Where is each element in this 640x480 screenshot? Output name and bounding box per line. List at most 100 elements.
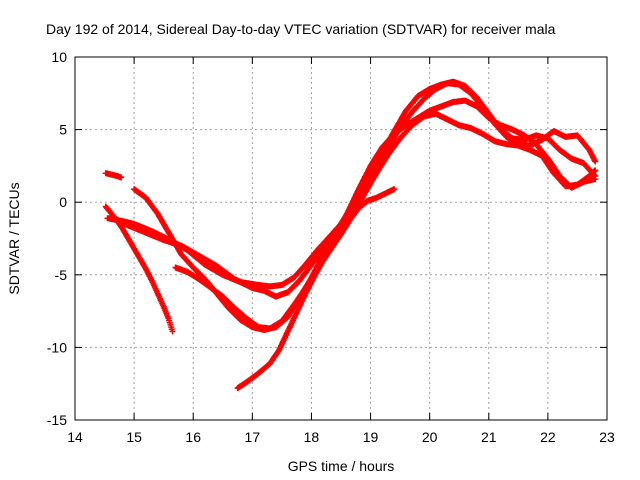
data-point bbox=[171, 330, 174, 333]
data-point bbox=[405, 109, 407, 112]
data-point bbox=[110, 173, 113, 176]
data-point bbox=[139, 258, 141, 260]
data-point bbox=[204, 263, 206, 266]
data-point bbox=[198, 278, 200, 280]
data-point bbox=[334, 233, 336, 235]
data-point bbox=[440, 83, 443, 86]
data-point bbox=[363, 192, 366, 195]
data-point bbox=[145, 197, 147, 199]
data-point bbox=[331, 244, 333, 247]
data-point bbox=[523, 134, 526, 137]
data-point bbox=[186, 271, 189, 273]
data-point bbox=[384, 192, 387, 195]
y-tick-label: -5 bbox=[55, 267, 68, 283]
data-point bbox=[174, 266, 177, 269]
data-point bbox=[245, 381, 248, 384]
data-point bbox=[357, 188, 360, 190]
series-markers bbox=[104, 80, 599, 290]
data-point bbox=[366, 199, 369, 202]
data-point bbox=[428, 88, 431, 90]
data-point bbox=[221, 274, 224, 276]
data-point bbox=[399, 137, 401, 140]
data-point bbox=[346, 213, 348, 215]
data-point bbox=[251, 326, 254, 328]
data-point bbox=[482, 133, 484, 135]
data-point bbox=[236, 387, 239, 389]
data-point bbox=[458, 124, 461, 127]
y-axis-title: SDTVAR / TECUs bbox=[6, 182, 22, 294]
series-track-a bbox=[104, 80, 599, 290]
data-point bbox=[375, 172, 378, 174]
data-point bbox=[505, 143, 508, 145]
data-point bbox=[278, 349, 280, 352]
data-point bbox=[529, 149, 531, 151]
data-point bbox=[109, 211, 112, 214]
data-point bbox=[156, 292, 159, 295]
data-point bbox=[340, 231, 342, 234]
data-point bbox=[387, 153, 390, 156]
x-tick-label: 14 bbox=[67, 429, 83, 445]
data-point bbox=[304, 263, 307, 266]
data-point bbox=[275, 295, 277, 298]
x-tick-label: 16 bbox=[185, 429, 201, 445]
data-point bbox=[476, 96, 478, 99]
data-point bbox=[369, 175, 372, 177]
data-point bbox=[493, 140, 496, 143]
data-point bbox=[269, 327, 271, 330]
data-point bbox=[316, 249, 319, 251]
data-point bbox=[133, 247, 135, 250]
data-point bbox=[233, 278, 236, 280]
data-point bbox=[127, 237, 129, 240]
x-tick-label: 20 bbox=[422, 429, 438, 445]
data-point bbox=[145, 268, 147, 270]
data-point bbox=[523, 138, 526, 141]
data-point bbox=[369, 165, 372, 167]
data-point bbox=[487, 112, 490, 115]
series-track-short-top bbox=[102, 170, 125, 181]
x-tick-label: 19 bbox=[363, 429, 379, 445]
data-point bbox=[281, 320, 283, 323]
x-tick-label: 15 bbox=[126, 429, 142, 445]
data-point bbox=[476, 105, 478, 108]
data-point bbox=[295, 311, 298, 314]
data-point bbox=[517, 144, 520, 147]
data-point bbox=[269, 285, 271, 288]
data-point bbox=[251, 287, 254, 289]
data-point bbox=[499, 128, 502, 131]
y-tick-label: 5 bbox=[59, 122, 67, 138]
data-point bbox=[210, 287, 212, 289]
x-tick-label: 17 bbox=[245, 429, 261, 445]
data-point bbox=[499, 124, 502, 127]
data-point bbox=[588, 149, 591, 151]
data-point bbox=[127, 224, 129, 227]
data-point bbox=[375, 197, 378, 199]
data-point bbox=[322, 259, 325, 262]
series-track-c bbox=[131, 97, 599, 333]
data-point bbox=[239, 319, 242, 321]
data-point bbox=[487, 117, 490, 119]
data-point bbox=[245, 317, 248, 320]
data-point bbox=[162, 305, 165, 308]
data-point bbox=[269, 362, 271, 365]
data-point bbox=[263, 289, 265, 292]
data-point bbox=[422, 115, 425, 118]
data-point bbox=[298, 279, 301, 282]
data-point bbox=[464, 85, 466, 87]
data-point bbox=[257, 326, 260, 328]
data-point bbox=[192, 266, 195, 269]
data-point bbox=[116, 175, 119, 177]
data-point bbox=[511, 137, 514, 140]
data-point bbox=[511, 128, 514, 131]
series-layer bbox=[102, 78, 599, 392]
data-point bbox=[547, 137, 549, 140]
data-point bbox=[180, 244, 183, 247]
data-point bbox=[594, 178, 596, 180]
data-point bbox=[106, 217, 109, 219]
data-point bbox=[470, 127, 472, 129]
data-point bbox=[541, 154, 543, 157]
data-point bbox=[287, 330, 289, 333]
data-point bbox=[547, 157, 549, 160]
y-tick-label: 0 bbox=[59, 194, 67, 210]
